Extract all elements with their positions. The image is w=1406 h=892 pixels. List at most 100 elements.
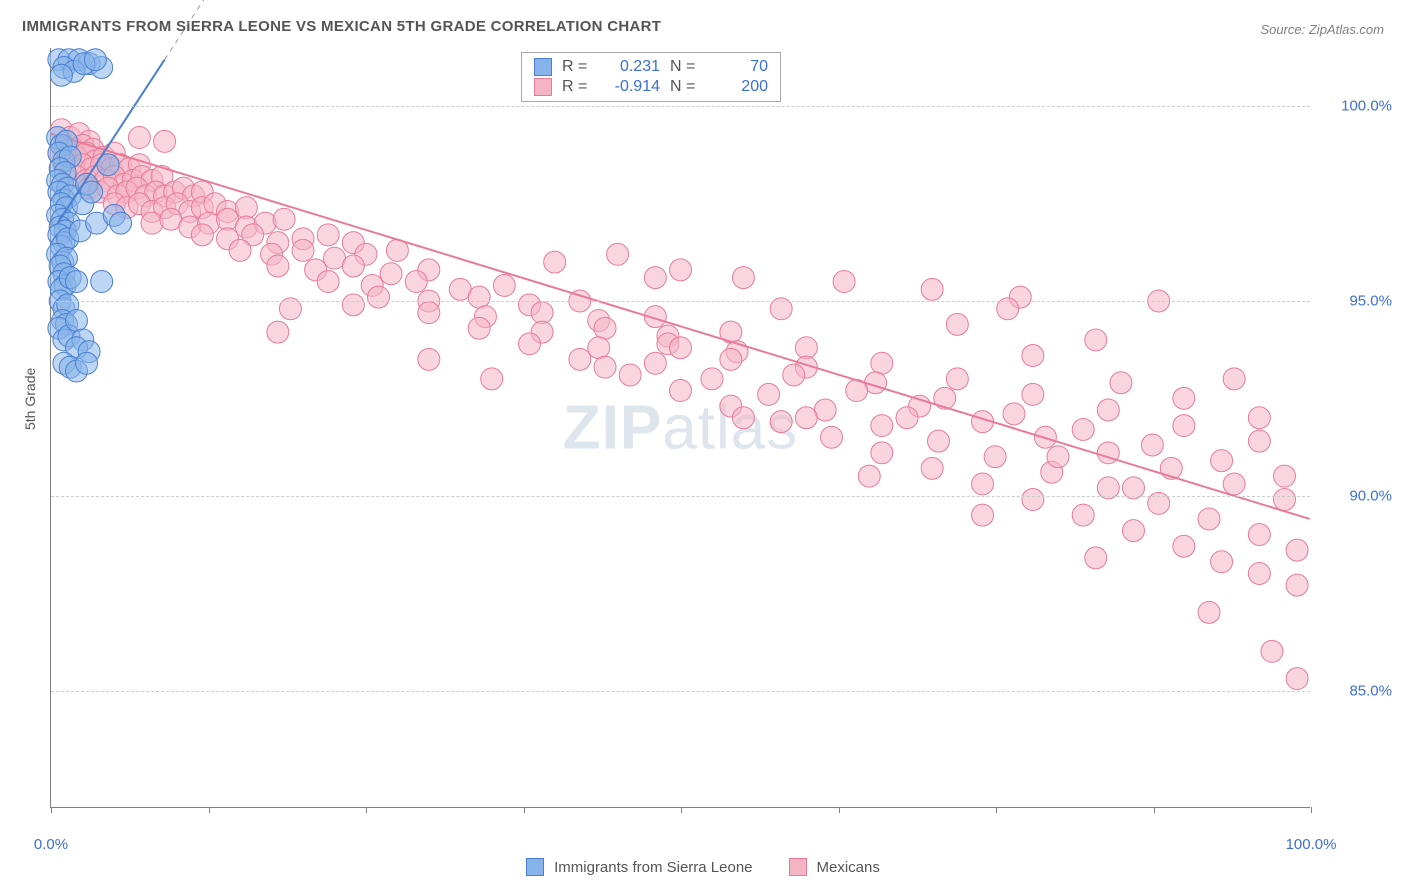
data-point bbox=[770, 411, 792, 433]
data-point bbox=[732, 407, 754, 429]
x-tick bbox=[839, 807, 840, 813]
data-point bbox=[1003, 403, 1025, 425]
data-point bbox=[531, 302, 553, 324]
x-tick bbox=[681, 807, 682, 813]
data-point bbox=[128, 127, 150, 149]
swatch-blue bbox=[534, 58, 552, 76]
data-point bbox=[544, 251, 566, 273]
data-point bbox=[1198, 601, 1220, 623]
data-point bbox=[1110, 372, 1132, 394]
data-point bbox=[273, 208, 295, 230]
data-point bbox=[588, 337, 610, 359]
data-point bbox=[644, 267, 666, 289]
data-point bbox=[493, 274, 515, 296]
r-value-pink: -0.914 bbox=[604, 78, 660, 96]
data-point bbox=[141, 212, 163, 234]
data-point bbox=[1286, 574, 1308, 596]
data-point bbox=[1141, 434, 1163, 456]
data-point bbox=[732, 267, 754, 289]
data-point bbox=[342, 294, 364, 316]
data-point bbox=[1274, 489, 1296, 511]
data-point bbox=[292, 239, 314, 261]
data-point bbox=[1123, 520, 1145, 542]
x-tick bbox=[209, 807, 210, 813]
data-point bbox=[368, 286, 390, 308]
chart-title: IMMIGRANTS FROM SIERRA LEONE VS MEXICAN … bbox=[22, 18, 661, 35]
data-point bbox=[1198, 508, 1220, 530]
data-point bbox=[1085, 547, 1107, 569]
x-tick bbox=[1154, 807, 1155, 813]
swatch-blue bbox=[526, 858, 544, 876]
gridline bbox=[51, 106, 1310, 107]
data-point bbox=[468, 317, 490, 339]
data-point bbox=[342, 255, 364, 277]
data-point bbox=[1097, 399, 1119, 421]
data-point bbox=[110, 212, 132, 234]
data-point bbox=[1173, 535, 1195, 557]
legend-label-blue: Immigrants from Sierra Leone bbox=[554, 859, 752, 876]
data-point bbox=[871, 352, 893, 374]
data-point bbox=[934, 387, 956, 409]
data-point bbox=[858, 465, 880, 487]
data-point bbox=[1248, 430, 1270, 452]
data-point bbox=[267, 255, 289, 277]
data-point bbox=[871, 442, 893, 464]
data-point bbox=[84, 49, 106, 71]
data-point bbox=[720, 348, 742, 370]
legend-item-blue: Immigrants from Sierra Leone bbox=[526, 858, 752, 876]
data-point bbox=[1085, 329, 1107, 351]
data-point bbox=[1173, 415, 1195, 437]
n-value-pink: 200 bbox=[712, 78, 768, 96]
data-point bbox=[1223, 473, 1245, 495]
data-point bbox=[1173, 387, 1195, 409]
data-point bbox=[1248, 562, 1270, 584]
data-point bbox=[1223, 368, 1245, 390]
y-tick-label: 95.0% bbox=[1322, 293, 1392, 310]
data-point bbox=[1022, 383, 1044, 405]
data-point bbox=[758, 383, 780, 405]
legend-stats-row-pink: R = -0.914 N = 200 bbox=[534, 77, 768, 97]
data-point bbox=[821, 426, 843, 448]
x-tick bbox=[366, 807, 367, 813]
chart-svg bbox=[51, 48, 1310, 807]
y-tick-label: 85.0% bbox=[1322, 683, 1392, 700]
data-point bbox=[317, 224, 339, 246]
data-point bbox=[594, 356, 616, 378]
x-tick-label: 100.0% bbox=[1286, 836, 1337, 853]
data-point bbox=[50, 64, 72, 86]
data-point bbox=[468, 286, 490, 308]
swatch-pink bbox=[789, 858, 807, 876]
r-label: R = bbox=[562, 58, 594, 76]
plot-area: ZIPatlas R = 0.231 N = 70 R = -0.914 N =… bbox=[50, 48, 1310, 808]
data-point bbox=[927, 430, 949, 452]
data-point bbox=[405, 271, 427, 293]
legend-stats-row-blue: R = 0.231 N = 70 bbox=[534, 57, 768, 77]
legend-stats-box: R = 0.231 N = 70 R = -0.914 N = 200 bbox=[521, 52, 781, 102]
r-label: R = bbox=[562, 78, 594, 96]
data-point bbox=[795, 407, 817, 429]
data-point bbox=[701, 368, 723, 390]
data-point bbox=[972, 504, 994, 526]
data-point bbox=[267, 321, 289, 343]
data-point bbox=[921, 278, 943, 300]
data-point bbox=[670, 337, 692, 359]
legend-item-pink: Mexicans bbox=[789, 858, 880, 876]
data-point bbox=[871, 415, 893, 437]
legend-bottom: Immigrants from Sierra Leone Mexicans bbox=[0, 858, 1406, 876]
data-point bbox=[984, 446, 1006, 468]
swatch-pink bbox=[534, 78, 552, 96]
data-point bbox=[921, 457, 943, 479]
data-point bbox=[1047, 446, 1069, 468]
data-point bbox=[317, 271, 339, 293]
legend-label-pink: Mexicans bbox=[817, 859, 880, 876]
data-point bbox=[481, 368, 503, 390]
data-point bbox=[783, 364, 805, 386]
data-point bbox=[76, 352, 98, 374]
data-point bbox=[1286, 668, 1308, 690]
data-point bbox=[1072, 504, 1094, 526]
data-point bbox=[1022, 489, 1044, 511]
data-point bbox=[1248, 407, 1270, 429]
data-point bbox=[896, 407, 918, 429]
data-point bbox=[569, 348, 591, 370]
source-prefix: Source: bbox=[1260, 22, 1308, 37]
